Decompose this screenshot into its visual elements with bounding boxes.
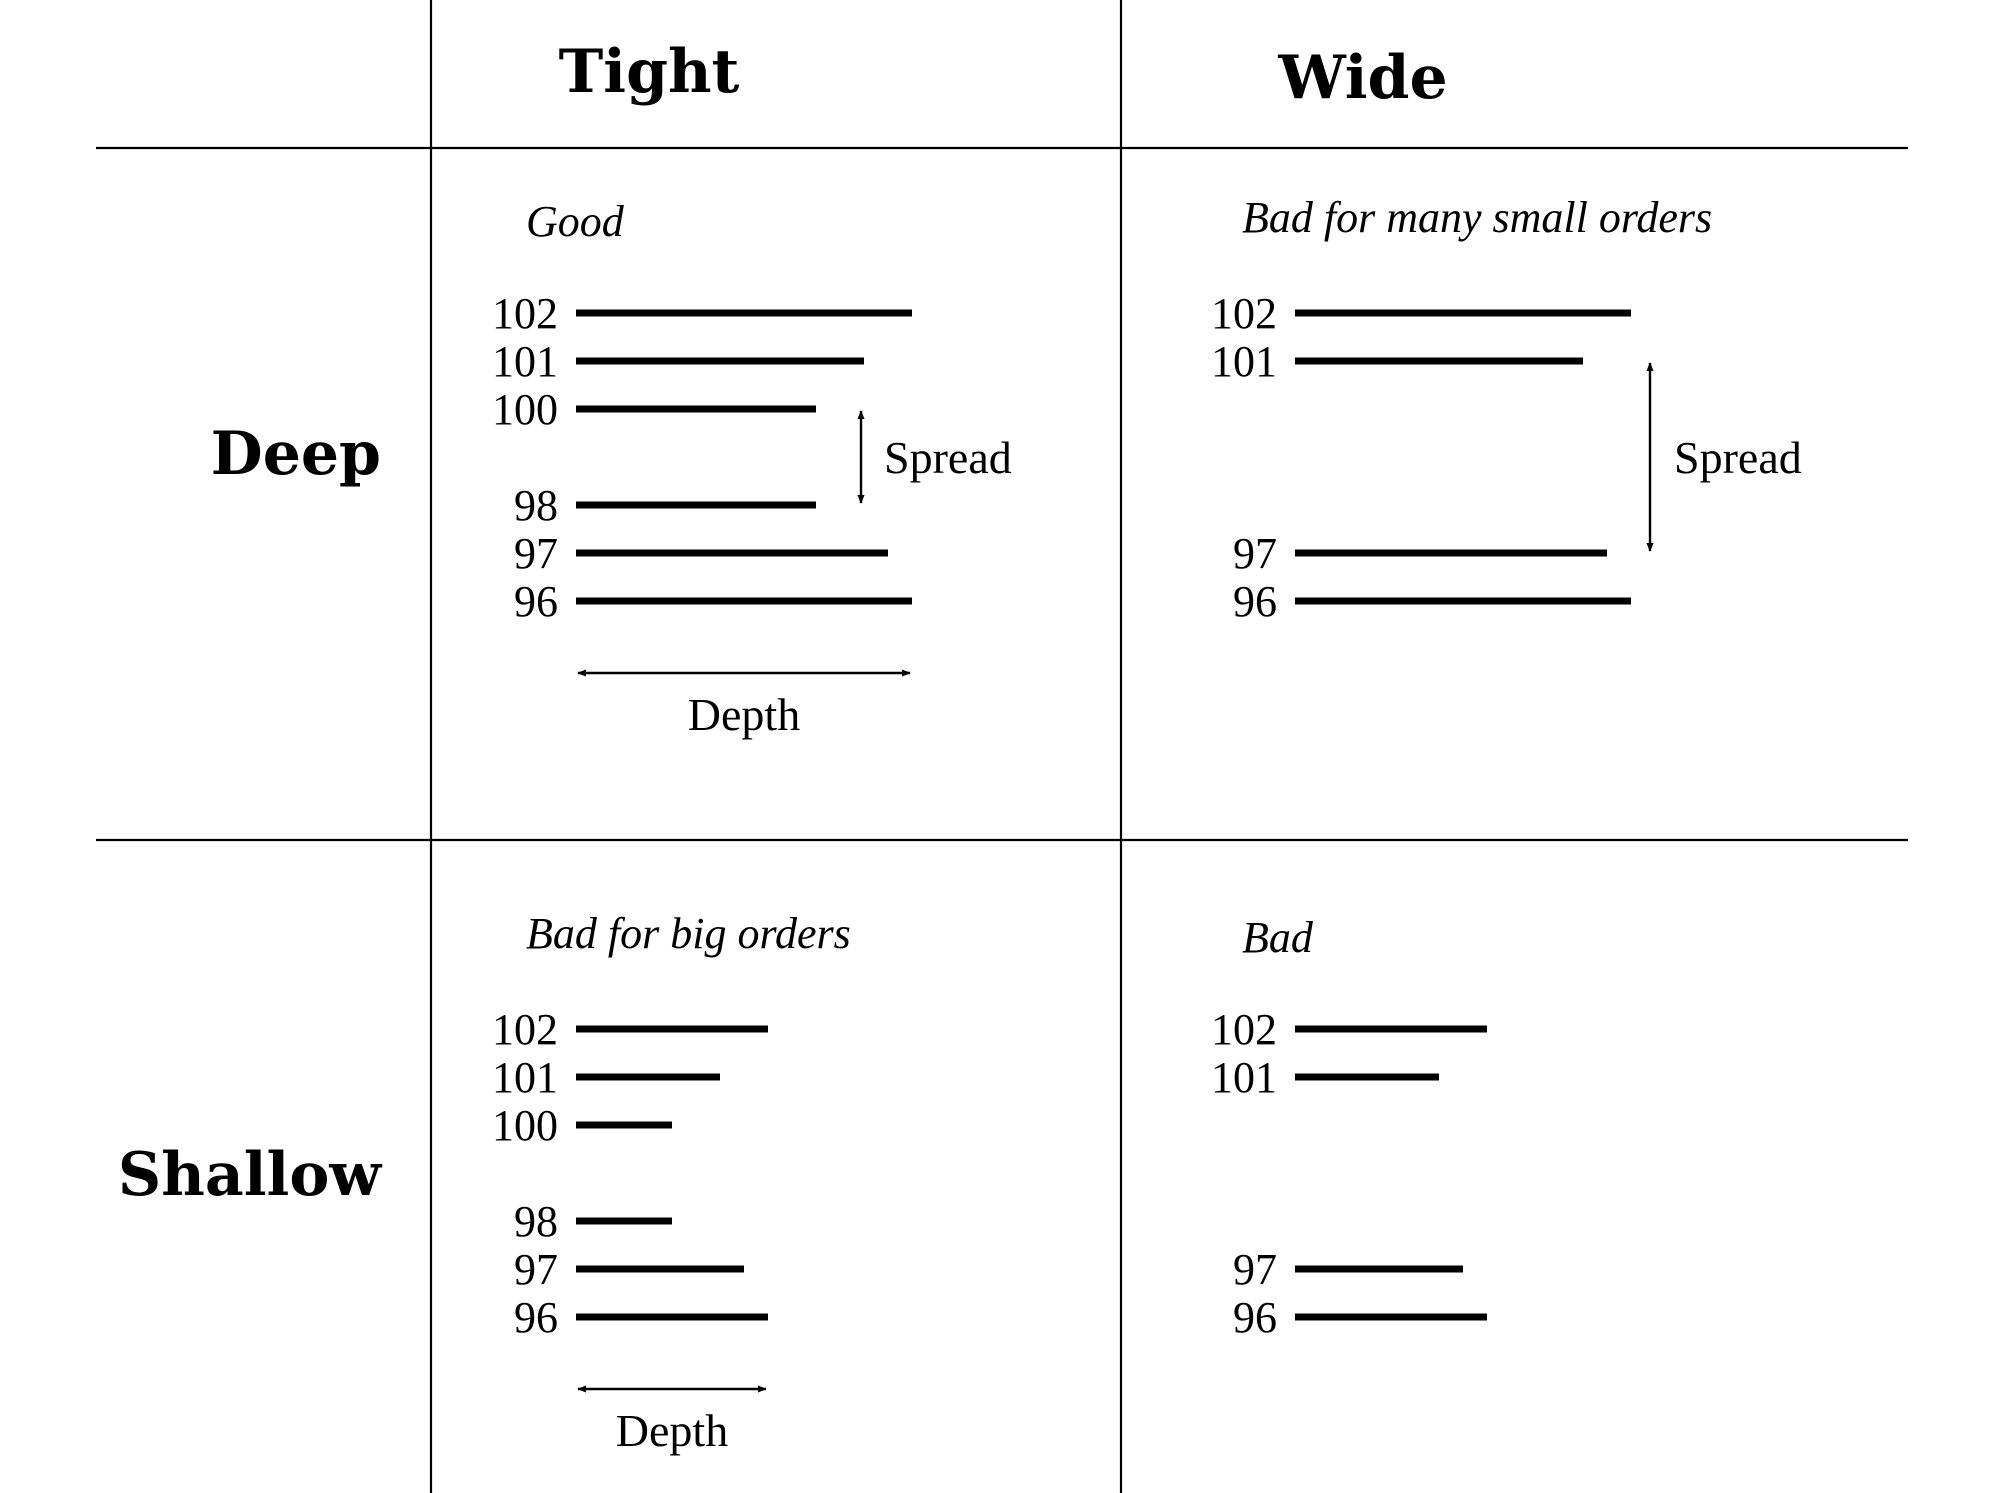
price-label-102: 102 (492, 1005, 558, 1054)
panel-caption: Bad (1242, 913, 1314, 962)
price-label-98: 98 (514, 1197, 558, 1246)
price-label-102: 102 (1211, 289, 1277, 338)
price-label-97: 97 (514, 1245, 558, 1294)
price-label-102: 102 (492, 289, 558, 338)
grid (96, 0, 1908, 1493)
panel-caption: Bad for many small orders (1242, 193, 1712, 242)
price-label-100: 100 (492, 1101, 558, 1150)
price-label-98: 98 (514, 481, 558, 530)
column-header-wide: Wide (1277, 43, 1447, 113)
price-label-97: 97 (1233, 1245, 1277, 1294)
price-label-101: 101 (1211, 337, 1277, 386)
column-header-tight: Tight (559, 37, 740, 107)
price-label-97: 97 (514, 529, 558, 578)
row-header-shallow: Shallow (118, 1140, 382, 1210)
price-label-96: 96 (514, 1293, 558, 1342)
depth-label: Depth (616, 1405, 728, 1456)
price-label-96: 96 (514, 577, 558, 626)
panel-caption: Bad for big orders (526, 909, 851, 958)
price-label-96: 96 (1233, 577, 1277, 626)
price-label-97: 97 (1233, 529, 1277, 578)
panel-caption: Good (526, 197, 625, 246)
price-label-101: 101 (492, 337, 558, 386)
row-header-deep: Deep (211, 419, 381, 489)
price-label-96: 96 (1233, 1293, 1277, 1342)
depth-label: Depth (688, 689, 800, 740)
price-label-102: 102 (1211, 1005, 1277, 1054)
spread-label: Spread (1674, 432, 1802, 483)
price-label-101: 101 (1211, 1053, 1277, 1102)
price-label-100: 100 (492, 385, 558, 434)
price-label-101: 101 (492, 1053, 558, 1102)
spread-label: Spread (884, 432, 1012, 483)
